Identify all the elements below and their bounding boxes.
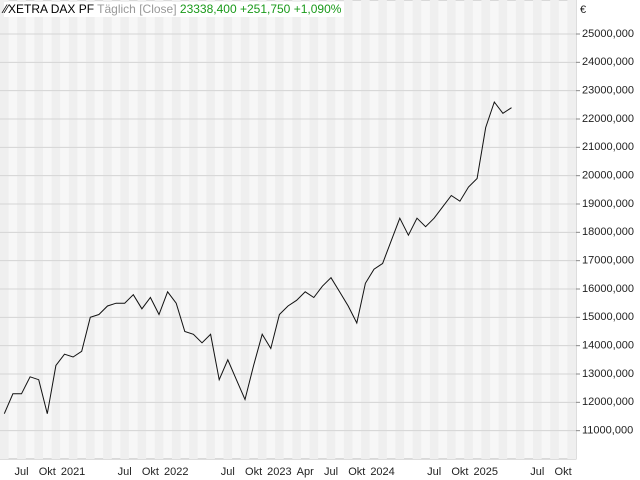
x-tick-label: Jul xyxy=(221,466,235,478)
y-tick-label: 21000,000 xyxy=(582,141,634,153)
month-band xyxy=(103,0,112,459)
x-tick-label: Okt xyxy=(142,466,159,478)
month-band xyxy=(412,0,422,459)
x-tick-label: Okt xyxy=(348,466,365,478)
month-band xyxy=(567,0,576,459)
x-tick-label: 2025 xyxy=(473,466,497,478)
x-tick-label: 2022 xyxy=(164,466,188,478)
y-tick-label: 14000,000 xyxy=(582,340,634,352)
y-tick-label: 12000,000 xyxy=(582,396,634,408)
last-price: 23338,400 xyxy=(179,2,237,16)
month-band xyxy=(447,0,456,459)
x-tick-label: Okt xyxy=(39,466,56,478)
month-band xyxy=(189,0,198,459)
month-band xyxy=(137,0,147,459)
x-tick-label: Jul xyxy=(427,466,441,478)
month-band xyxy=(223,0,233,459)
x-tick-label: Okt xyxy=(555,466,572,478)
month-band xyxy=(51,0,61,459)
month-band xyxy=(206,0,215,459)
x-tick-label: Jul xyxy=(14,466,28,478)
month-band xyxy=(515,0,525,459)
mode: Täglich [Close] xyxy=(97,2,177,16)
x-tick-label: Okt xyxy=(245,466,262,478)
x-tick-label: 2021 xyxy=(61,466,85,478)
y-tick-label: 18000,000 xyxy=(582,226,634,238)
month-band xyxy=(154,0,164,459)
x-tick-label: Jul xyxy=(118,466,132,478)
month-band xyxy=(481,0,491,459)
month-band xyxy=(68,0,78,459)
month-band xyxy=(361,0,370,459)
month-band xyxy=(533,0,542,459)
month-band xyxy=(395,0,405,459)
month-band xyxy=(343,0,353,459)
y-tick-label: 20000,000 xyxy=(582,170,634,182)
month-band xyxy=(120,0,129,459)
legend-header: ⁄⁄XETRA DAX PF Täglich [Close] 23338,400… xyxy=(4,2,345,17)
change: +251,750 xyxy=(239,2,291,16)
x-tick-label: Jul xyxy=(324,466,338,478)
instrument-name: XETRA DAX PF xyxy=(8,2,95,16)
instrument: ⁄⁄ xyxy=(4,2,9,16)
month-band xyxy=(429,0,439,459)
x-tick-label: Apr xyxy=(297,466,314,478)
x-tick-label: Jul xyxy=(530,466,544,478)
change-pct: +1,090% xyxy=(293,2,342,16)
plot-area xyxy=(0,0,577,460)
x-tick-label: 2023 xyxy=(267,466,291,478)
month-band xyxy=(257,0,267,459)
x-tick-label: Okt xyxy=(451,466,468,478)
y-tick-label: 11000,000 xyxy=(582,425,633,437)
month-band xyxy=(464,0,473,459)
month-band xyxy=(17,0,26,459)
y-tick-label: 19000,000 xyxy=(582,198,634,210)
month-band xyxy=(498,0,508,459)
month-band xyxy=(275,0,284,459)
month-band xyxy=(326,0,336,459)
month-band xyxy=(378,0,387,459)
month-band xyxy=(550,0,559,459)
y-tick-label: 16000,000 xyxy=(582,283,634,295)
y-tick-label: 25000,000 xyxy=(582,28,634,40)
y-tick-label: 23000,000 xyxy=(582,85,634,97)
month-band xyxy=(309,0,319,459)
month-band xyxy=(292,0,301,459)
month-band xyxy=(240,0,250,459)
y-tick-label: 17000,000 xyxy=(582,255,634,267)
month-band xyxy=(34,0,43,459)
month-band xyxy=(171,0,181,459)
y-tick-label: 22000,000 xyxy=(582,113,634,125)
y-unit: € xyxy=(580,4,586,16)
y-tick-label: 24000,000 xyxy=(582,56,634,68)
month-band xyxy=(85,0,95,459)
y-tick-label: 15000,000 xyxy=(582,311,634,323)
y-tick-label: 13000,000 xyxy=(582,368,634,380)
x-tick-label: 2024 xyxy=(370,466,394,478)
price-line xyxy=(3,100,512,414)
month-band xyxy=(0,0,9,459)
